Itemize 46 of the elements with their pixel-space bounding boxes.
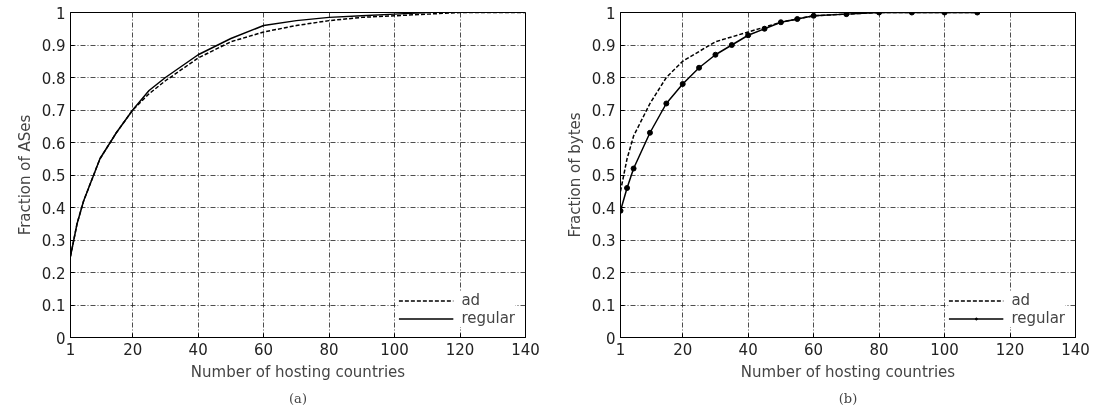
y-tick-label: 0.6 [591, 134, 616, 153]
x-tick-label: 40 [738, 340, 758, 359]
x-tick-label: 60 [254, 340, 274, 359]
x-tick-label: 80 [869, 340, 889, 359]
y-tick-label: 0.5 [41, 167, 66, 185]
x-tick-label: 60 [804, 340, 824, 359]
x-tick-label: 100 [380, 340, 409, 359]
x-tick-label: 40 [188, 340, 208, 359]
y-tick-label: 0 [605, 329, 616, 348]
x-tick-label: 100 [930, 340, 959, 359]
y-tick-label: 0.1 [41, 297, 66, 315]
legend-label: regular [1011, 309, 1065, 327]
y-tick-label: 0.8 [591, 69, 616, 88]
legend-label: ad [1011, 291, 1032, 309]
y-tick-label: 0.8 [41, 69, 66, 88]
legend-label: ad [461, 291, 482, 309]
legend-label: regular [461, 309, 515, 327]
text: (a) [289, 390, 307, 406]
y-tick-label: 0 [55, 329, 66, 348]
y-tick-label: 0.6 [41, 134, 66, 153]
text: (b) [838, 390, 858, 406]
x-tick-label: 140 [1061, 340, 1090, 359]
y-tick-label: 0.2 [591, 264, 616, 283]
y-tick-label: 0.7 [591, 102, 616, 120]
y-tick-label: 0.4 [591, 199, 616, 218]
x-axis-title: Number of hosting countries [740, 362, 956, 381]
x-tick-label: 140 [511, 340, 540, 359]
y-axis-title: Fraction of ASes [15, 114, 34, 236]
x-tick-label: 20 [123, 340, 143, 359]
x-tick-label: 120 [445, 340, 475, 359]
y-tick-label: 0.5 [591, 167, 616, 185]
x-tick-label: 120 [995, 340, 1025, 359]
y-tick-label: 0.1 [591, 297, 616, 315]
y-tick-label: 0.7 [41, 102, 66, 120]
y-tick-label: 0.9 [591, 37, 616, 55]
x-tick-label: 20 [673, 340, 693, 359]
y-axis-title: Fraction of bytes [565, 112, 584, 238]
y-tick-label: 1 [55, 4, 66, 23]
x-axis-title: Number of hosting countries [190, 362, 406, 381]
y-tick-label: 0.9 [41, 37, 66, 55]
y-tick-label: 0.2 [41, 264, 66, 283]
y-tick-label: 1 [605, 4, 616, 23]
y-tick-label: 0.4 [41, 199, 66, 218]
y-tick-label: 0.3 [591, 232, 616, 250]
y-tick-label: 0.3 [41, 232, 66, 250]
x-tick-label: 80 [319, 340, 339, 359]
